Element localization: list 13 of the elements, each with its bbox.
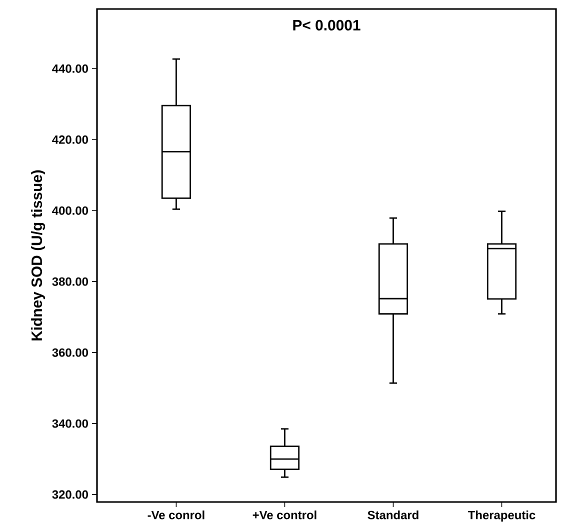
- y-tick-label: 340.00: [52, 419, 88, 428]
- annotation: P< 0.0001: [293, 20, 360, 30]
- x-tick-label: Therapeutic: [468, 510, 536, 522]
- y-tick-label: 320.00: [52, 490, 88, 499]
- y-axis-title: Kidney SOD (U/g tissue): [31, 170, 46, 340]
- y-tick-label: 400.00: [52, 206, 88, 215]
- x-tick-label: +Ve control: [252, 510, 316, 520]
- y-tick-label: 380.00: [52, 277, 88, 286]
- x-tick-label: Standard: [368, 510, 418, 520]
- y-tick-label: 440.00: [52, 64, 88, 73]
- y-tick-label: 420.00: [52, 135, 88, 144]
- x-tick-label: -Ve conrol: [148, 510, 204, 520]
- y-tick-label: 360.00: [52, 348, 88, 357]
